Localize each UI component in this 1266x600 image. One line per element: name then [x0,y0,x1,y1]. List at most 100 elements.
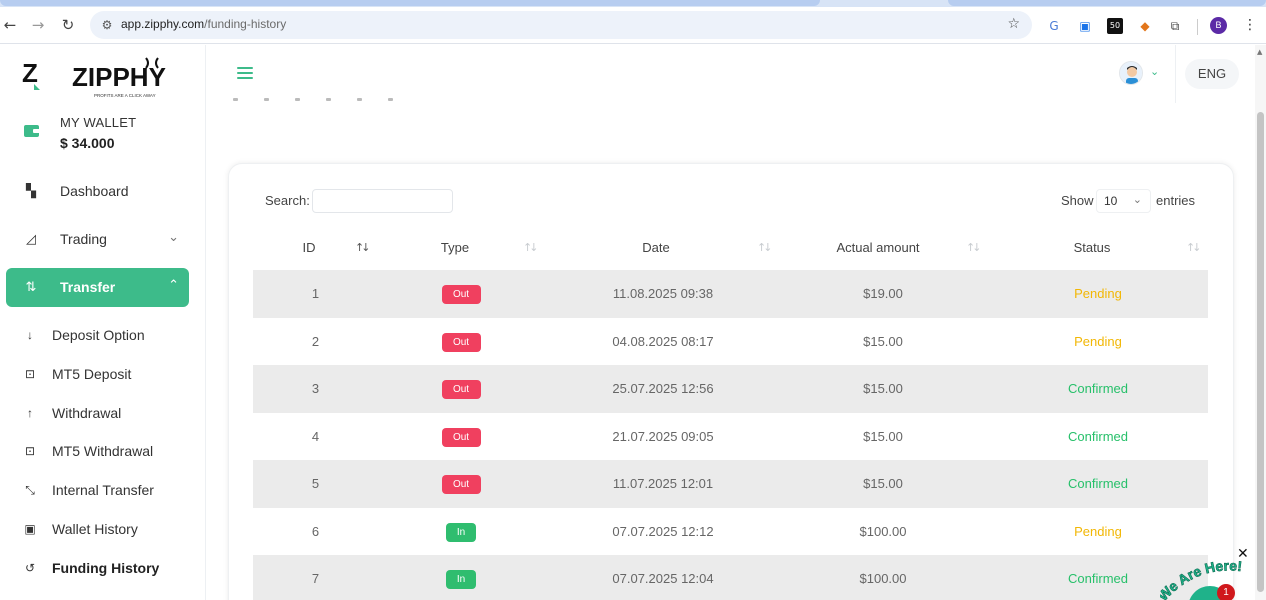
sidebar: Z ZIPPHY PROFITS ARE A CLICK AWAY MY WAL… [0,45,206,600]
collapse-arrows-icon: ⤡ [25,483,35,497]
browser-tab[interactable] [948,0,1266,6]
sidebar-subitem-withdrawal[interactable]: ↑ Withdrawal [22,402,192,426]
transfer-icon: ⇅ [25,279,37,294]
sidebar-subitem-label: MT5 Deposit [52,366,132,382]
cell-amount: $15.00 [863,429,903,444]
history-icon: ↺ [24,561,36,575]
cell-id: 3 [311,381,320,396]
search-label: Search: [265,193,310,208]
sidebar-item-label: Trading [60,231,107,247]
sidebar-subitem-label: Wallet History [52,521,138,537]
scrollbar-thumb[interactable] [1257,112,1264,592]
cell-id: 2 [311,334,320,349]
sidebar-subitem-wallet-history[interactable]: ▣ Wallet History [22,518,192,542]
metamask-icon[interactable]: ◆ [1140,19,1150,33]
sort-icon[interactable]: ↑↓ [523,241,539,254]
profile-avatar[interactable]: B [1210,17,1227,34]
cell-amount: $100.00 [859,524,907,539]
cell-id: 4 [311,429,320,444]
table-row: 7 In 07.07.2025 12:04 $100.00 Confirmed [253,555,1208,600]
page-scrollbar[interactable]: ▲ [1255,45,1266,600]
user-avatar-icon [1120,62,1142,84]
cell-id: 5 [311,476,320,491]
cell-type: Out [441,475,481,494]
sidebar-item-label: Dashboard [60,183,129,199]
sidebar-item-trading[interactable]: ◿ Trading ⌄ [6,220,189,259]
extensions-puzzle-icon[interactable]: ⧉ [1170,19,1180,33]
zipphy-logo[interactable]: Z ZIPPHY PROFITS ARE A CLICK AWAY [22,54,172,104]
sort-icon[interactable]: ↑↓ [1186,241,1202,254]
wallet-title: MY WALLET [60,115,137,130]
type-badge: Out [441,428,481,447]
cell-date: 11.08.2025 09:38 [612,286,714,301]
header-divider [1175,45,1176,103]
wallet-icon [24,125,40,137]
chevron-down-icon[interactable]: ⌄ [1150,65,1160,78]
scroll-up-icon[interactable]: ▲ [1257,48,1263,56]
bookmark-star-icon[interactable]: ☆ [1007,16,1020,32]
sort-icon[interactable]: ↑↓ [966,241,982,254]
sidebar-subitem-mt5-withdrawal[interactable]: ⊡ MT5 Withdrawal [22,440,192,464]
cell-id: 1 [311,286,320,301]
avatar[interactable] [1119,61,1143,85]
language-button[interactable]: ENG [1185,59,1239,89]
app-header: ⌄ ENG [207,45,1255,103]
sidebar-subitem-deposit-option[interactable]: ↓ Deposit Option [22,324,192,348]
site-info-icon[interactable]: ⚙ [101,18,113,32]
table-row: 4 Out 21.07.2025 09:05 $15.00 Confirmed [253,413,1208,461]
column-header-type[interactable]: Type [440,240,470,255]
column-header-date[interactable]: Date [642,240,670,255]
browser-toolbar: ← → ↻ ⚙ app.zipphy.com/funding-history ☆… [0,7,1266,44]
cell-amount: $15.00 [863,334,903,349]
sort-icon[interactable]: ↑↓ [757,241,773,254]
close-icon[interactable]: ✕ [1237,546,1249,562]
sidebar-subitem-internal-transfer[interactable]: ⤡ Internal Transfer [22,479,192,503]
table-row: 3 Out 25.07.2025 12:56 $15.00 Confirmed [253,365,1208,413]
wallet-history-icon: ▣ [24,522,36,536]
cell-date: 21.07.2025 09:05 [612,429,714,444]
cell-date: 07.07.2025 12:12 [612,524,714,539]
sidebar-subitem-label: MT5 Withdrawal [52,443,154,459]
sidebar-subitem-mt5-deposit[interactable]: ⊡ MT5 Deposit [22,363,192,387]
table-row: 6 In 07.07.2025 12:12 $100.00 Pending [253,508,1208,556]
show-label: Show [1061,193,1094,208]
extension-icon[interactable]: 50 [1107,18,1123,34]
menu-toggle-icon[interactable] [237,67,253,79]
cell-id: 6 [311,524,320,539]
sidebar-item-transfer[interactable]: ⇅ Transfer ⌃ [6,268,189,307]
sort-asc-icon[interactable]: ↑↓ [355,241,371,254]
forward-icon[interactable]: → [31,16,45,34]
status-badge: Confirmed [1068,571,1128,586]
url-text: app.zipphy.com/funding-history [121,17,287,31]
column-header-id[interactable]: ID [302,240,316,255]
search-input[interactable] [312,189,453,213]
status-badge: Pending [1074,286,1122,301]
browser-tab-strip [0,0,1266,7]
cell-type: Out [441,333,481,352]
cell-type: Out [441,428,481,447]
page-size-select[interactable]: 10 ⌄ [1096,189,1151,213]
type-badge: Out [441,475,481,494]
cell-date: 25.07.2025 12:56 [612,381,714,396]
browser-menu-icon[interactable]: ⋮ [1243,17,1257,33]
type-badge: Out [441,333,481,352]
status-badge: Confirmed [1068,381,1128,396]
mt5-deposit-icon: ⊡ [24,367,36,381]
translate-icon[interactable]: G [1049,19,1059,33]
reload-icon[interactable]: ↻ [61,16,75,34]
table-row: 5 Out 11.07.2025 12:01 $15.00 Confirmed [253,460,1208,508]
back-icon[interactable]: ← [3,16,17,34]
cell-amount: $15.00 [863,381,903,396]
arrow-down-icon: ↓ [27,328,33,342]
sidebar-item-dashboard[interactable]: ▚ Dashboard [6,172,189,211]
cell-date: 11.07.2025 12:01 [612,476,714,491]
column-header-status[interactable]: Status [1073,240,1111,255]
table-row: 1 Out 11.08.2025 09:38 $19.00 Pending [253,270,1208,318]
chart-icon: ◿ [26,231,36,246]
column-header-actual-amount[interactable]: Actual amount [836,240,920,255]
screen-cast-icon[interactable]: ▣ [1079,19,1091,33]
toolbar-divider [1197,19,1198,35]
sidebar-subitem-funding-history[interactable]: ↺ Funding History [22,557,192,581]
address-bar[interactable]: ⚙ app.zipphy.com/funding-history ☆ [90,11,1032,39]
browser-tab[interactable] [0,0,820,6]
